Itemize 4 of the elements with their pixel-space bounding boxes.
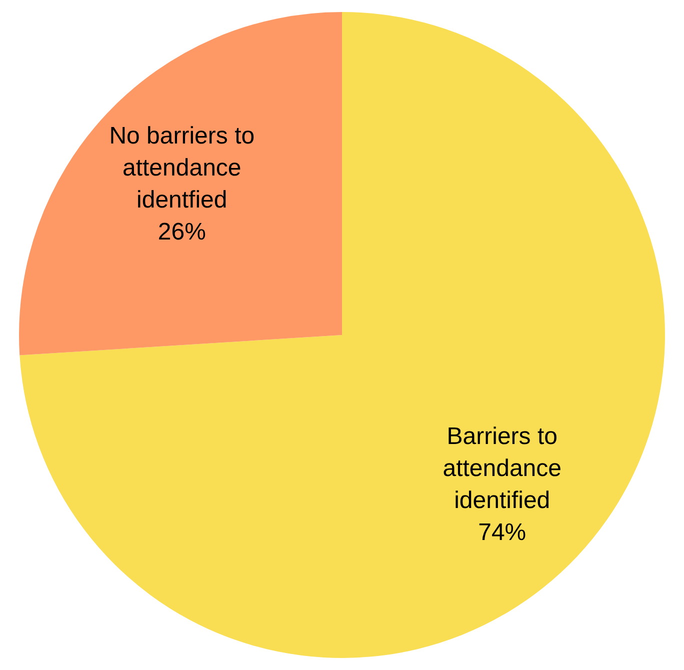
slice-label: No barriers to attendance identfied <box>109 122 255 214</box>
slice-label: Barriers to attendance identified <box>442 422 562 514</box>
data-label: 74% <box>478 518 526 546</box>
data-label: 26% <box>158 218 206 246</box>
